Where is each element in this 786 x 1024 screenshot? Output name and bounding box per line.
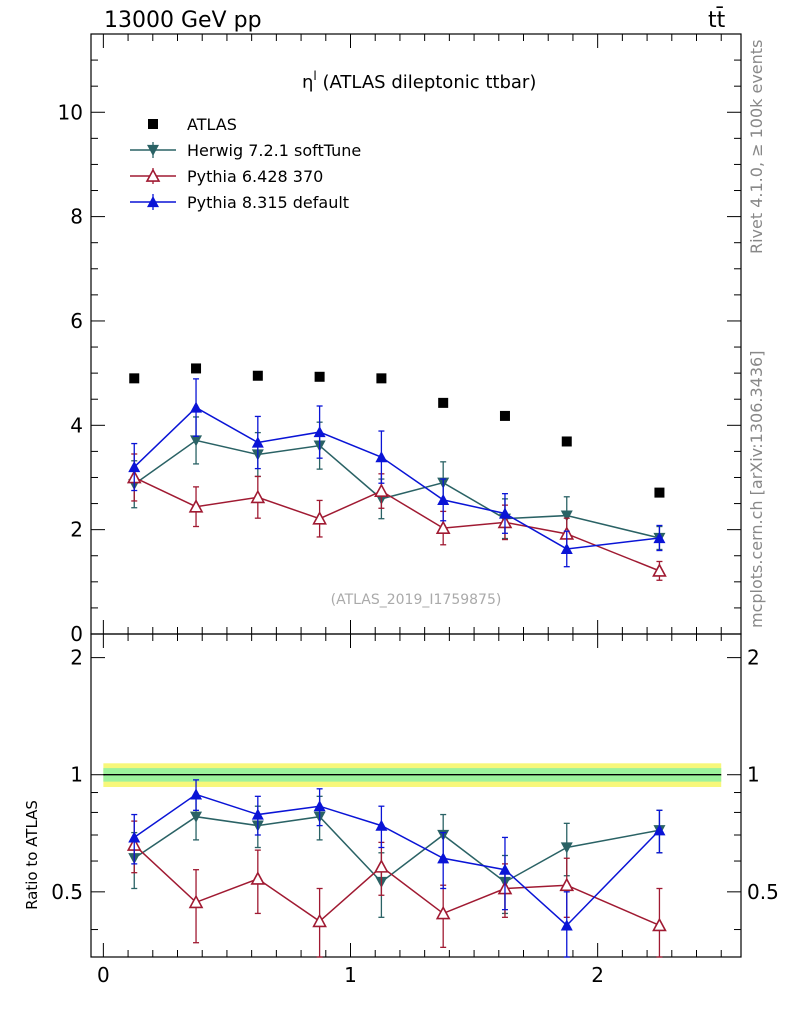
main-data-point — [250, 489, 266, 504]
main-series-line — [133, 476, 660, 572]
x-tick-label: 0 — [97, 963, 110, 987]
atlas-data-point — [376, 373, 387, 384]
main-y-tick-label: 0 — [70, 622, 83, 646]
ratio-y-tick-label-left: 2 — [70, 646, 83, 670]
atlas-data-point — [499, 410, 510, 421]
ratio-data-point — [374, 859, 389, 873]
ratio-data-point — [437, 852, 450, 864]
analysis-reference: (ATLAS_2019_I1759875) — [331, 592, 502, 608]
legend-entry-0: ATLAS — [148, 115, 237, 134]
atlas-data-point — [314, 371, 325, 382]
legend-marker — [148, 119, 158, 129]
ratio-frame — [90, 633, 742, 958]
plot-title: ηl (ATLAS dileptonic ttbar) — [302, 69, 536, 93]
legend-marker — [147, 196, 159, 208]
x-tick-label: 1 — [344, 963, 357, 987]
ratio-axis-label: Ratio to ATLAS — [23, 800, 41, 910]
ratio-series-2 — [128, 779, 666, 958]
x-tick-label: 2 — [591, 963, 604, 987]
main-series-1 — [126, 453, 667, 581]
main-data-point — [128, 461, 141, 473]
plot-title-symbol: η — [302, 72, 313, 93]
legend-label: ATLAS — [187, 115, 237, 134]
legend-label: Pythia 6.428 370 — [187, 167, 323, 186]
main-data-point — [374, 483, 389, 497]
ratio-data-point — [190, 811, 203, 823]
plot-title-text: (ATLAS dileptonic ttbar) — [317, 72, 537, 93]
main-series-2 — [128, 378, 666, 568]
main-data-point — [251, 436, 264, 448]
legend-marker — [147, 144, 159, 156]
ratio-y-tick-label-right: 0.5 — [747, 880, 779, 904]
legend-marker — [145, 168, 161, 182]
main-y-tick-label: 4 — [70, 413, 83, 437]
ratio-data-point — [435, 905, 451, 920]
ratio-y-tick-label-left: 1 — [70, 763, 83, 787]
atlas-data-point — [438, 397, 449, 408]
ratio-data-point — [250, 871, 266, 885]
ratio-data-point — [560, 842, 573, 854]
ratio-series-line — [133, 815, 660, 883]
ratio-data-point — [559, 877, 575, 892]
main-y-tick-label: 10 — [58, 100, 83, 124]
main-series-line — [133, 406, 660, 550]
atlas-data-point — [654, 487, 665, 498]
legend-entry-3: Pythia 8.315 default — [130, 193, 349, 212]
main-series-line — [133, 439, 660, 539]
legend: ATLAS Herwig 7.2.1 softTune Pythia 6.428 3… — [130, 115, 361, 212]
main-data-point — [560, 542, 573, 555]
rivet-version-label: Rivet 4.1.0, ≥ 100k events — [747, 40, 766, 254]
legend-entry-1: Herwig 7.2.1 softTune — [130, 141, 361, 160]
main-data-point — [437, 493, 450, 506]
main-data-point — [653, 532, 666, 544]
main-y-tick-label: 8 — [70, 205, 83, 229]
main-data-point — [312, 511, 327, 525]
ratio-data-point — [313, 800, 326, 812]
ratio-y-tick-label-right: 2 — [747, 646, 760, 670]
ratio-y-tick-label-left: 0.5 — [51, 880, 83, 904]
ratio-series-line — [133, 793, 660, 927]
ratio-data-point — [375, 819, 388, 831]
ratio-panel: 0.5 0.5 1 1 2 2 0 1 2 — [51, 633, 779, 987]
ratio-data-point — [560, 919, 573, 931]
main-series-0 — [128, 416, 666, 551]
ratio-data-point — [312, 913, 327, 928]
ratio-data-point — [652, 917, 667, 932]
legend-label: Pythia 8.315 default — [187, 193, 349, 212]
plot-title-superscript: l — [313, 69, 316, 83]
ratio-data-point — [128, 831, 141, 843]
atlas-data-point — [191, 363, 202, 374]
atlas-series — [129, 363, 665, 498]
main-data-point — [498, 507, 511, 519]
ratio-y-tick-label-right: 1 — [747, 763, 760, 787]
atlas-data-point — [252, 370, 263, 381]
ratio-series-0 — [128, 795, 666, 918]
main-data-point — [313, 426, 326, 438]
atlas-data-point — [129, 373, 140, 384]
ratio-data-point — [190, 788, 203, 800]
main-y-tick-label: 2 — [70, 518, 83, 542]
ratio-series-line — [133, 844, 660, 927]
main-data-point — [190, 435, 203, 447]
main-data-point — [188, 499, 204, 513]
energy-label: 13000 GeV pp — [104, 8, 262, 33]
main-data-point — [560, 510, 573, 522]
ratio-series-1 — [126, 820, 667, 958]
ratio-data-point — [498, 863, 511, 875]
main-y-tick-label: 6 — [70, 309, 83, 333]
mcplots-label: mcplots.cern.ch [arXiv:1306.3436] — [747, 351, 766, 628]
main-data-point — [375, 451, 388, 463]
main-data-point — [190, 401, 203, 413]
legend-label: Herwig 7.2.1 softTune — [187, 141, 361, 160]
atlas-data-point — [561, 436, 572, 447]
legend-entry-2: Pythia 6.428 370 — [130, 167, 323, 186]
process-label: tt̄ — [708, 7, 726, 33]
ratio-data-point — [251, 808, 264, 820]
ratio-data-point — [653, 824, 666, 836]
main-panel: 0 2 4 6 8 10 — [58, 33, 742, 646]
main-data-point — [652, 563, 667, 577]
ratio-data-point — [188, 894, 204, 909]
main-data-point — [435, 520, 451, 534]
